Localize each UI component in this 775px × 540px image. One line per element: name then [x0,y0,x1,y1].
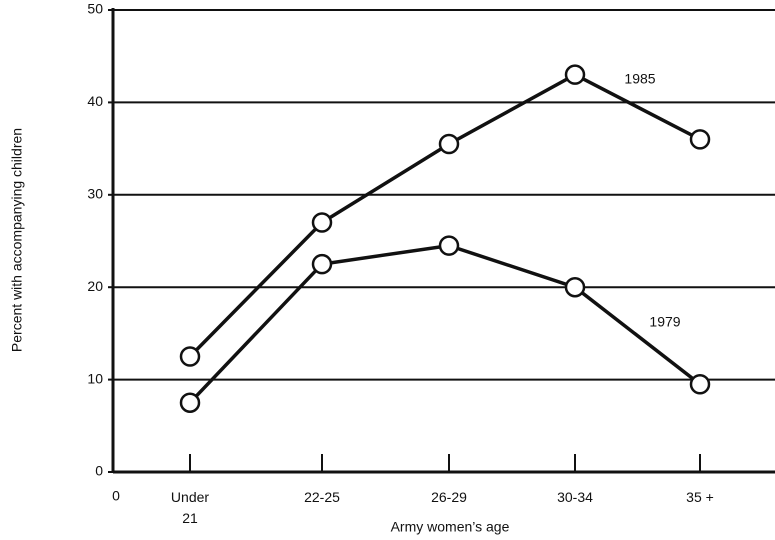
marker [689,373,711,395]
y-tick-label: 0 [95,463,103,479]
series-line [188,72,701,358]
marker [564,64,586,85]
marker [179,392,201,413]
y-axis-label: Percent with accompanying children [9,128,25,352]
y-tick-label: 40 [87,93,103,109]
marker [311,212,333,233]
series-label: 1979 [649,314,680,330]
x-tick-label: 35 + [686,489,714,505]
y-tick-label: 50 [87,1,103,17]
marker [564,276,586,298]
x-tick-label: 26-29 [431,489,467,505]
x-tick-label: 30-34 [557,489,593,505]
marker [179,346,201,367]
y-tick-label: 20 [87,278,103,294]
marker [689,129,711,150]
marker [438,133,460,155]
x-origin-label: 0 [112,488,120,504]
y-tick-label: 30 [87,186,103,202]
marker [438,235,460,256]
x-tick-label: Under 21 [170,489,210,526]
x-axis-label: Army women’s age [391,519,510,535]
x-tick-label: 22-25 [304,489,340,505]
series-label: 1985 [624,71,655,87]
y-tick-label: 10 [87,370,103,386]
marker [311,253,333,275]
